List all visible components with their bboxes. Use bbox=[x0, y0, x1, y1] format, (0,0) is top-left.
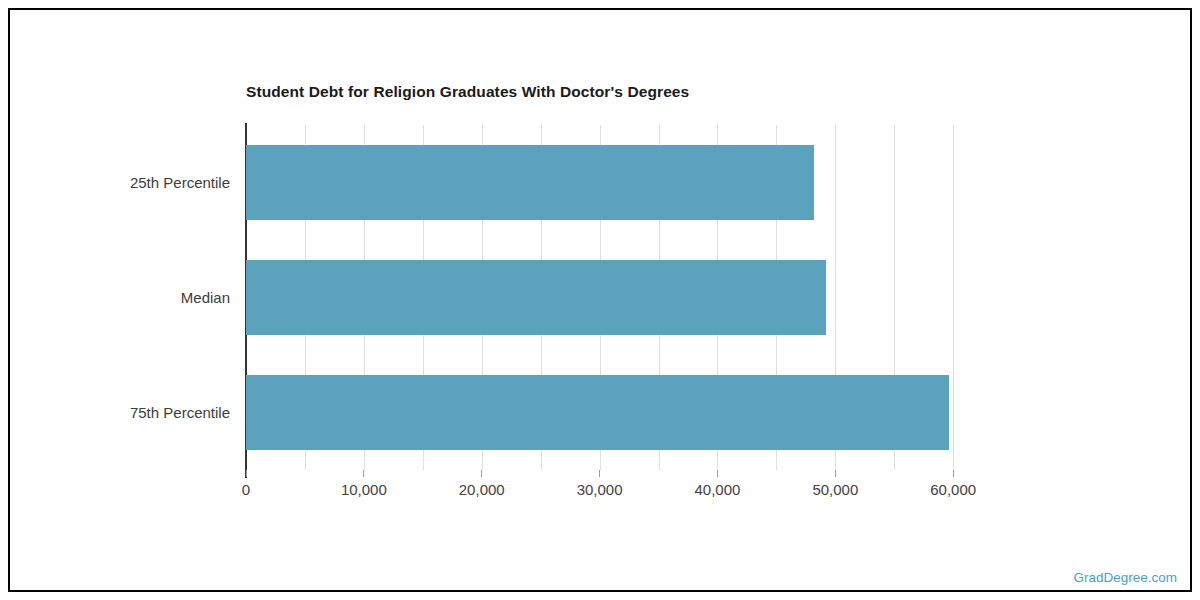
chart-title: Student Debt for Religion Graduates With… bbox=[246, 83, 689, 101]
watermark-link[interactable]: GradDegree.com bbox=[1073, 570, 1177, 585]
bar-median bbox=[246, 260, 826, 335]
x-gridline bbox=[953, 125, 954, 470]
category-label: 25th Percentile bbox=[30, 125, 230, 240]
x-tick bbox=[717, 470, 718, 477]
x-tick-label: 30,000 bbox=[555, 481, 645, 498]
category-label: 75th Percentile bbox=[30, 355, 230, 470]
x-tick-label: 40,000 bbox=[672, 481, 762, 498]
bar-25th-percentile bbox=[246, 145, 814, 220]
x-tick bbox=[481, 470, 482, 477]
x-tick-label: 50,000 bbox=[790, 481, 880, 498]
chart-canvas: Student Debt for Religion Graduates With… bbox=[8, 8, 1192, 592]
x-tick bbox=[953, 470, 954, 477]
x-tick-label: 20,000 bbox=[437, 481, 527, 498]
x-tick-label: 60,000 bbox=[908, 481, 998, 498]
x-tick bbox=[246, 470, 247, 477]
x-tick bbox=[599, 470, 600, 477]
x-tick bbox=[835, 470, 836, 477]
x-tick-label: 10,000 bbox=[319, 481, 409, 498]
plot-area: 25th PercentileMedian75th Percentile010,… bbox=[246, 125, 965, 470]
bar-75th-percentile bbox=[246, 375, 949, 450]
x-tick bbox=[363, 470, 364, 477]
x-tick-label: 0 bbox=[201, 481, 291, 498]
category-label: Median bbox=[30, 240, 230, 355]
